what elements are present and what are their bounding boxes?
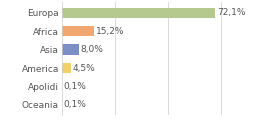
Text: 15,2%: 15,2% <box>96 27 124 36</box>
Bar <box>62 63 71 73</box>
Text: 4,5%: 4,5% <box>73 63 96 72</box>
Bar <box>62 26 94 36</box>
Text: 0,1%: 0,1% <box>64 82 87 91</box>
Text: 0,1%: 0,1% <box>64 100 87 109</box>
Text: 72,1%: 72,1% <box>217 8 245 17</box>
Text: 8,0%: 8,0% <box>80 45 103 54</box>
Bar <box>62 45 79 55</box>
Bar <box>62 8 215 18</box>
